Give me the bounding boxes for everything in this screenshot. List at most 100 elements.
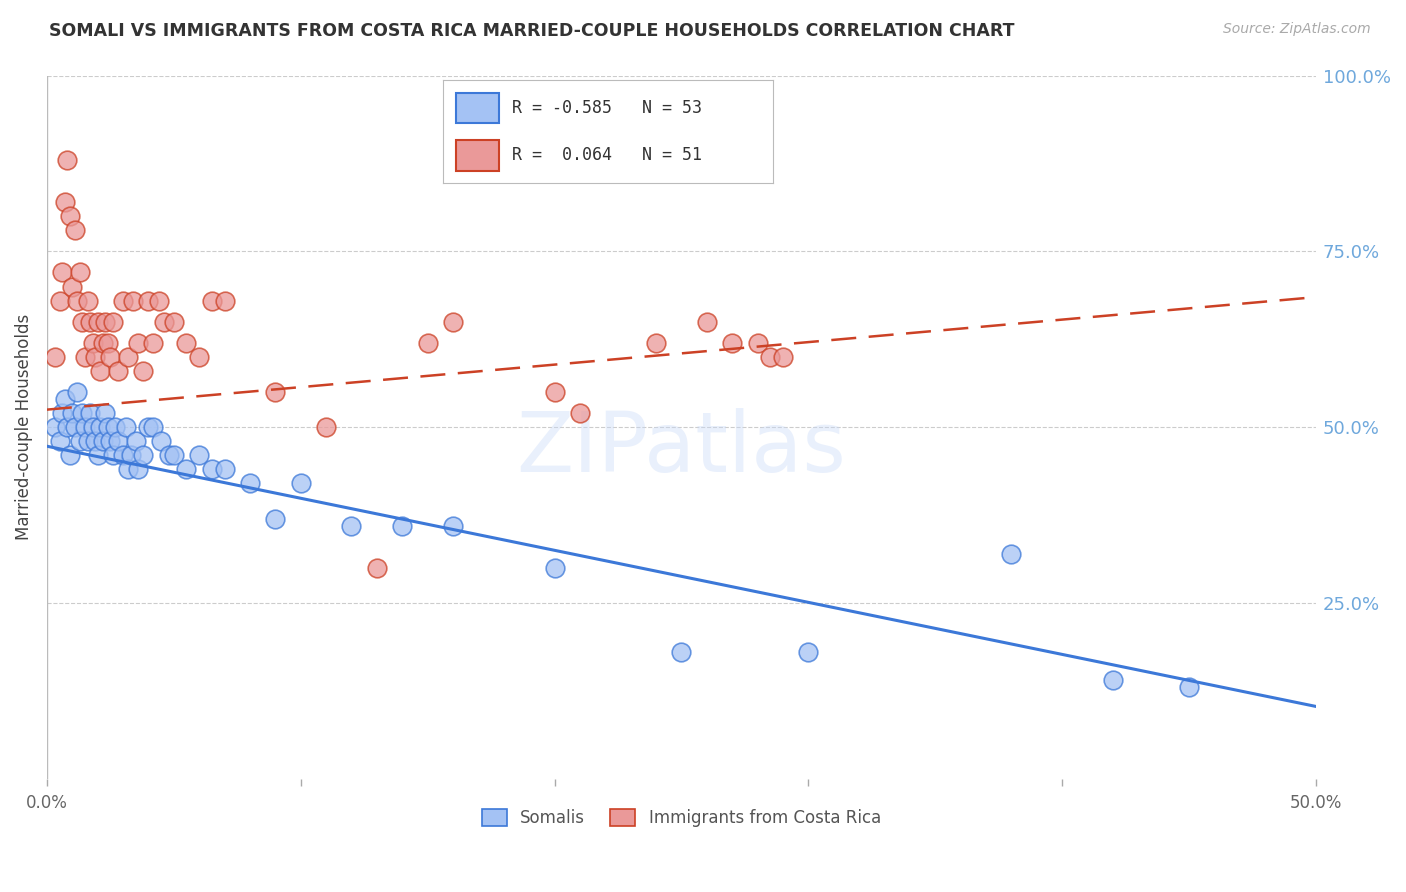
Point — [416, 335, 439, 350]
Point — [441, 518, 464, 533]
Point — [79, 406, 101, 420]
Point — [340, 518, 363, 533]
Point — [73, 420, 96, 434]
Point — [112, 448, 135, 462]
Point — [671, 645, 693, 659]
Point — [86, 315, 108, 329]
Point — [79, 315, 101, 329]
Point — [66, 293, 89, 308]
Point — [696, 315, 718, 329]
Point — [142, 335, 165, 350]
Point — [645, 335, 668, 350]
Point — [148, 293, 170, 308]
Point — [214, 293, 236, 308]
Point — [59, 448, 82, 462]
Point — [759, 350, 782, 364]
Point — [201, 293, 224, 308]
Point — [69, 434, 91, 449]
Point — [82, 420, 104, 434]
Point — [60, 406, 83, 420]
Point — [138, 293, 160, 308]
Point — [97, 420, 120, 434]
Point — [122, 293, 145, 308]
Point — [59, 209, 82, 223]
Point — [84, 350, 107, 364]
Point — [543, 385, 565, 400]
Point — [127, 462, 149, 476]
Point — [91, 434, 114, 449]
Point — [69, 265, 91, 279]
FancyBboxPatch shape — [456, 140, 499, 170]
Point — [157, 448, 180, 462]
Point — [66, 385, 89, 400]
Point — [543, 561, 565, 575]
Point — [86, 448, 108, 462]
Text: SOMALI VS IMMIGRANTS FROM COSTA RICA MARRIED-COUPLE HOUSEHOLDS CORRELATION CHART: SOMALI VS IMMIGRANTS FROM COSTA RICA MAR… — [49, 22, 1015, 40]
Point — [163, 448, 186, 462]
Point — [391, 518, 413, 533]
Text: Source: ZipAtlas.com: Source: ZipAtlas.com — [1223, 22, 1371, 37]
Point — [772, 350, 794, 364]
Point — [117, 462, 139, 476]
Text: R = -0.585   N = 53: R = -0.585 N = 53 — [512, 99, 702, 117]
Point — [264, 511, 287, 525]
Point — [60, 279, 83, 293]
Point — [72, 315, 94, 329]
Point — [120, 448, 142, 462]
Point — [73, 350, 96, 364]
Point — [82, 335, 104, 350]
Point — [107, 364, 129, 378]
Text: ZIPatlas: ZIPatlas — [516, 408, 846, 489]
Point — [101, 448, 124, 462]
Point — [48, 293, 70, 308]
Point — [91, 335, 114, 350]
Point — [188, 350, 211, 364]
Point — [63, 223, 86, 237]
Point — [201, 462, 224, 476]
Point — [97, 335, 120, 350]
Point — [176, 462, 198, 476]
Point — [56, 420, 79, 434]
Point — [76, 293, 98, 308]
Point — [114, 420, 136, 434]
Point — [76, 434, 98, 449]
Point — [366, 561, 388, 575]
Point — [51, 406, 73, 420]
Point — [101, 315, 124, 329]
Point — [1178, 681, 1201, 695]
Point — [152, 315, 174, 329]
Point — [72, 406, 94, 420]
Point — [44, 350, 66, 364]
Point — [239, 476, 262, 491]
Point — [163, 315, 186, 329]
Y-axis label: Married-couple Households: Married-couple Households — [15, 314, 32, 541]
Point — [797, 645, 820, 659]
Legend: Somalis, Immigrants from Costa Rica: Somalis, Immigrants from Costa Rica — [475, 803, 887, 834]
Point — [315, 420, 337, 434]
Point — [98, 434, 121, 449]
Point — [132, 448, 155, 462]
Point — [125, 434, 148, 449]
Point — [290, 476, 312, 491]
Point — [721, 335, 744, 350]
Point — [264, 385, 287, 400]
Point — [89, 420, 111, 434]
Point — [1000, 547, 1022, 561]
Point — [138, 420, 160, 434]
Point — [98, 350, 121, 364]
Point — [188, 448, 211, 462]
Point — [441, 315, 464, 329]
Point — [1102, 673, 1125, 688]
Point — [56, 153, 79, 167]
Point — [94, 315, 117, 329]
Point — [176, 335, 198, 350]
Point — [132, 364, 155, 378]
Point — [214, 462, 236, 476]
Point — [53, 195, 76, 210]
Point — [104, 420, 127, 434]
Text: R =  0.064   N = 51: R = 0.064 N = 51 — [512, 146, 702, 164]
Point — [747, 335, 769, 350]
Point — [94, 406, 117, 420]
Point — [48, 434, 70, 449]
Point — [53, 392, 76, 406]
